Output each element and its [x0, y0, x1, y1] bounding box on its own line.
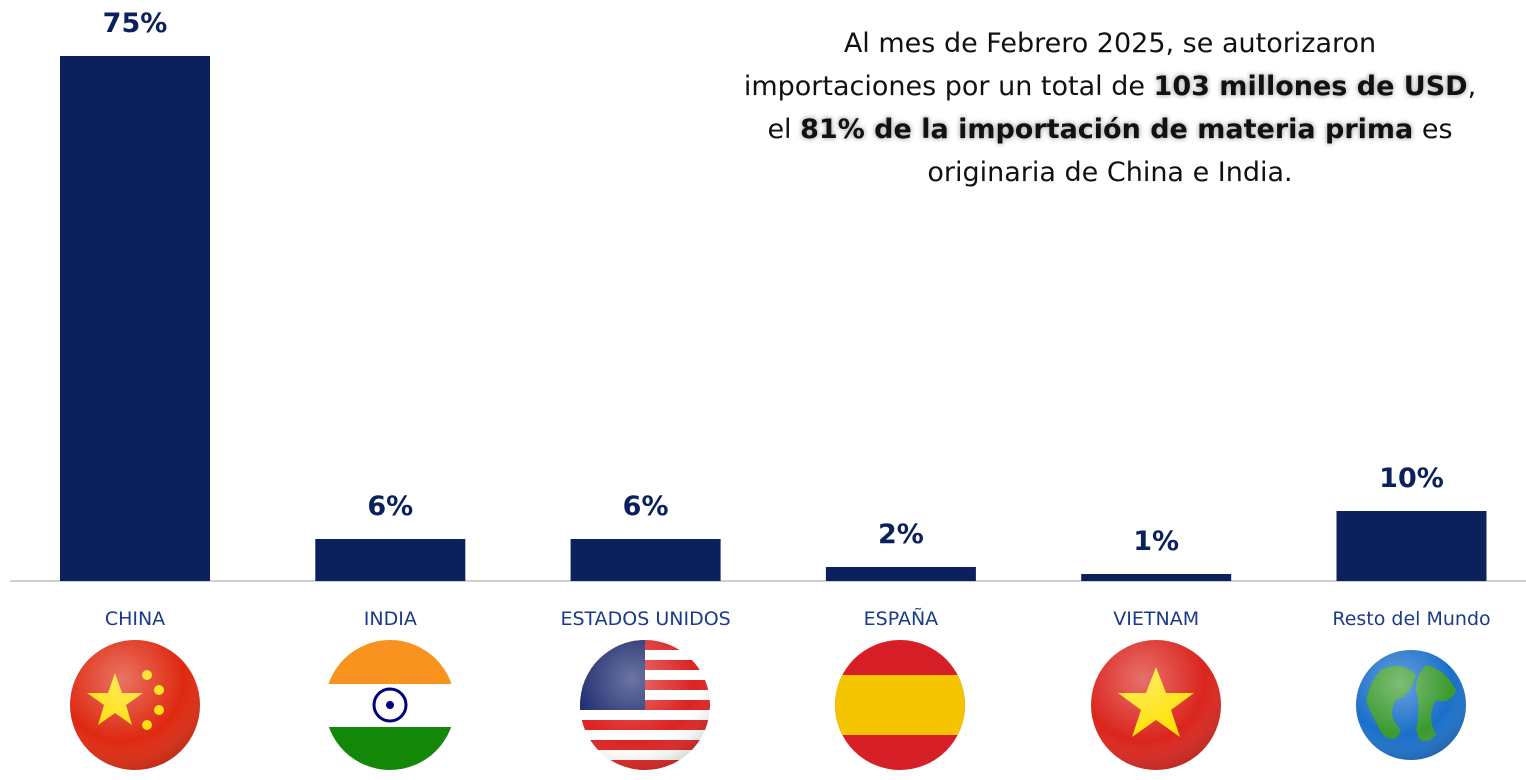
value-label: 10% [1379, 463, 1444, 494]
category-label: ESTADOS UNIDOS [560, 608, 730, 630]
bar [60, 56, 210, 581]
bar [315, 539, 466, 581]
annotation-text: Al mes de Febrero 2025, se autorizaron [843, 28, 1377, 59]
flag-usa [580, 640, 710, 770]
bar [570, 539, 721, 581]
flag-vietnam [1091, 640, 1221, 770]
annotation-highlight: 103 millones de USD [1153, 71, 1468, 102]
category-label: ESPAÑA [864, 607, 939, 630]
annotation: Al mes de Febrero 2025, se autorizaron i… [700, 22, 1520, 194]
annotation-highlight: 81% de la importación de materia prima [800, 114, 1414, 145]
value-label: 75% [103, 8, 168, 39]
value-label: 6% [367, 491, 413, 522]
bar [1081, 574, 1232, 581]
annotation-text: es [1413, 114, 1453, 145]
annotation-text: importaciones por un total de [743, 71, 1154, 102]
flag-india [325, 640, 455, 770]
value-label: 1% [1133, 526, 1179, 557]
category-label: CHINA [105, 608, 165, 630]
annotation-text: , [1467, 71, 1477, 102]
category-label: VIETNAM [1113, 608, 1199, 630]
flag-spain [835, 640, 965, 770]
value-label: 2% [878, 519, 924, 550]
value-label: 6% [623, 491, 669, 522]
bar [825, 567, 976, 581]
category-label: INDIA [364, 608, 417, 630]
annotation-text: el [767, 114, 801, 145]
globe [1356, 650, 1466, 760]
annotation-text: originaria de China e India. [927, 157, 1293, 188]
bar [1336, 511, 1487, 581]
category-label: Resto del Mundo [1332, 608, 1490, 630]
flag-china [70, 640, 200, 770]
